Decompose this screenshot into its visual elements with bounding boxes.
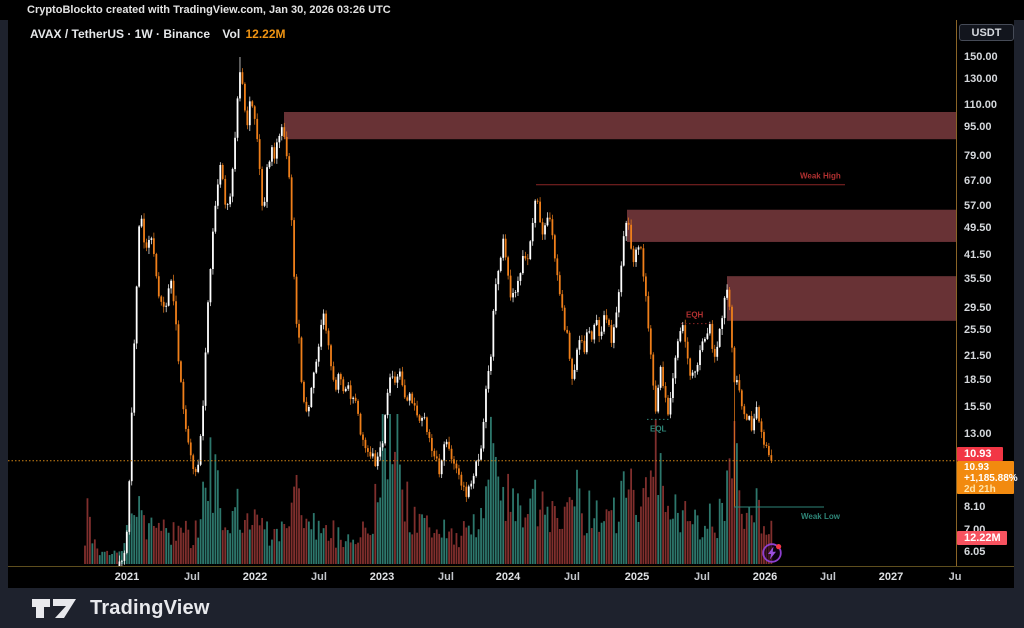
time-tick-label: 2021 [114,571,140,583]
price-tick-label: 95.00 [964,121,992,134]
countdown-time-left: 2d 21h [964,484,996,495]
time-tick-label: 2022 [242,571,268,583]
eql-label: EQL [650,424,667,433]
countdown-price-box: 10.93 +1,185.88% 2d 21h [957,461,1018,495]
supply-zone-2[interactable] [627,209,956,242]
supply-zones-layer [284,111,956,321]
time-tick-label: 2025 [624,571,650,583]
price-tick-label: 25.50 [964,324,992,337]
volume-value: 12.22M [245,27,286,41]
notification-dot [776,544,782,550]
time-tick-label: Jul [438,571,454,583]
supply-zone-1[interactable] [284,111,956,140]
price-tick-label: 6.05 [964,545,986,558]
time-tick-label: Jul [184,571,200,583]
weak-low-label: Weak Low [801,512,841,521]
chart-container: Weak High EQH EQL Weak Low AVAX / TetherUS … [8,20,1018,588]
snapshot-attribution-bar: CryptoBlockto created with TradingView.c… [0,0,1024,20]
footer-bar: TradingView [0,588,1024,628]
time-axis[interactable]: 2021 Jul 2022 Jul 2023 Jul 2024 Jul 2025 Jul 2026 J… [8,566,1014,588]
chart-legend[interactable]: AVAX / TetherUS · 1W · Binance Vol 12.22… [30,27,286,41]
tradingview-logo-icon [32,599,76,618]
price-tick-label: 130.00 [964,73,998,86]
events-lightning-icon[interactable] [759,540,785,566]
price-tick-label: 110.00 [964,98,998,111]
attribution-text: CryptoBlockto created with TradingView.c… [27,4,391,16]
time-tick-label: Ju [948,571,962,583]
currency-toggle-button[interactable]: USDT [959,24,1014,41]
volume-layer [84,414,773,564]
time-tick-label: 2023 [369,571,395,583]
annotations-layer: Weak High EQH EQL Weak Low [8,172,956,521]
lightning-bolt-glyph [768,546,776,560]
last-price-badge: 10.93 [957,447,1003,461]
time-tick-label: Jul [694,571,710,583]
price-tick-label: 15.50 [964,400,992,413]
price-tick-label: 13.00 [964,428,992,441]
time-tick-label: 2026 [752,571,778,583]
supply-zone-3[interactable] [727,276,956,321]
price-tick-label: 79.00 [964,149,992,162]
price-tick-label: 57.00 [964,200,992,213]
price-tick-label: 29.50 [964,301,992,314]
time-tick-label: Jul [820,571,836,583]
tradingview-brand-link[interactable]: TradingView [31,596,210,621]
price-tick-label: 35.50 [964,273,992,286]
weak-high-label: Weak High [800,172,841,181]
time-tick-label: Jul [311,571,327,583]
price-tick-label: 67.00 [964,175,992,188]
price-pane[interactable]: Weak High EQH EQL Weak Low [8,20,956,566]
price-tick-label: 18.50 [964,373,992,386]
volume-value-badge: 12.22M [957,531,1007,545]
time-tick-label: 2027 [878,571,904,583]
countdown-change: +1,185.88% [964,473,1018,484]
eqh-label: EQH [686,311,704,320]
candles-layer [116,57,773,566]
symbol-title[interactable]: AVAX / TetherUS · 1W · Binance [30,27,211,41]
price-tick-label: 150.00 [964,51,998,63]
countdown-price: 10.93 [964,462,990,473]
tradingview-wordmark: TradingView [90,597,210,619]
volume-label: Vol [222,27,241,41]
time-tick-label: 2024 [495,571,521,583]
price-tick-label: 21.50 [964,350,992,363]
price-tick-label: 8.10 [964,501,986,513]
price-tick-label: 41.50 [964,249,992,262]
time-tick-label: Jul [564,571,580,583]
price-tick-label: 49.50 [964,221,992,234]
